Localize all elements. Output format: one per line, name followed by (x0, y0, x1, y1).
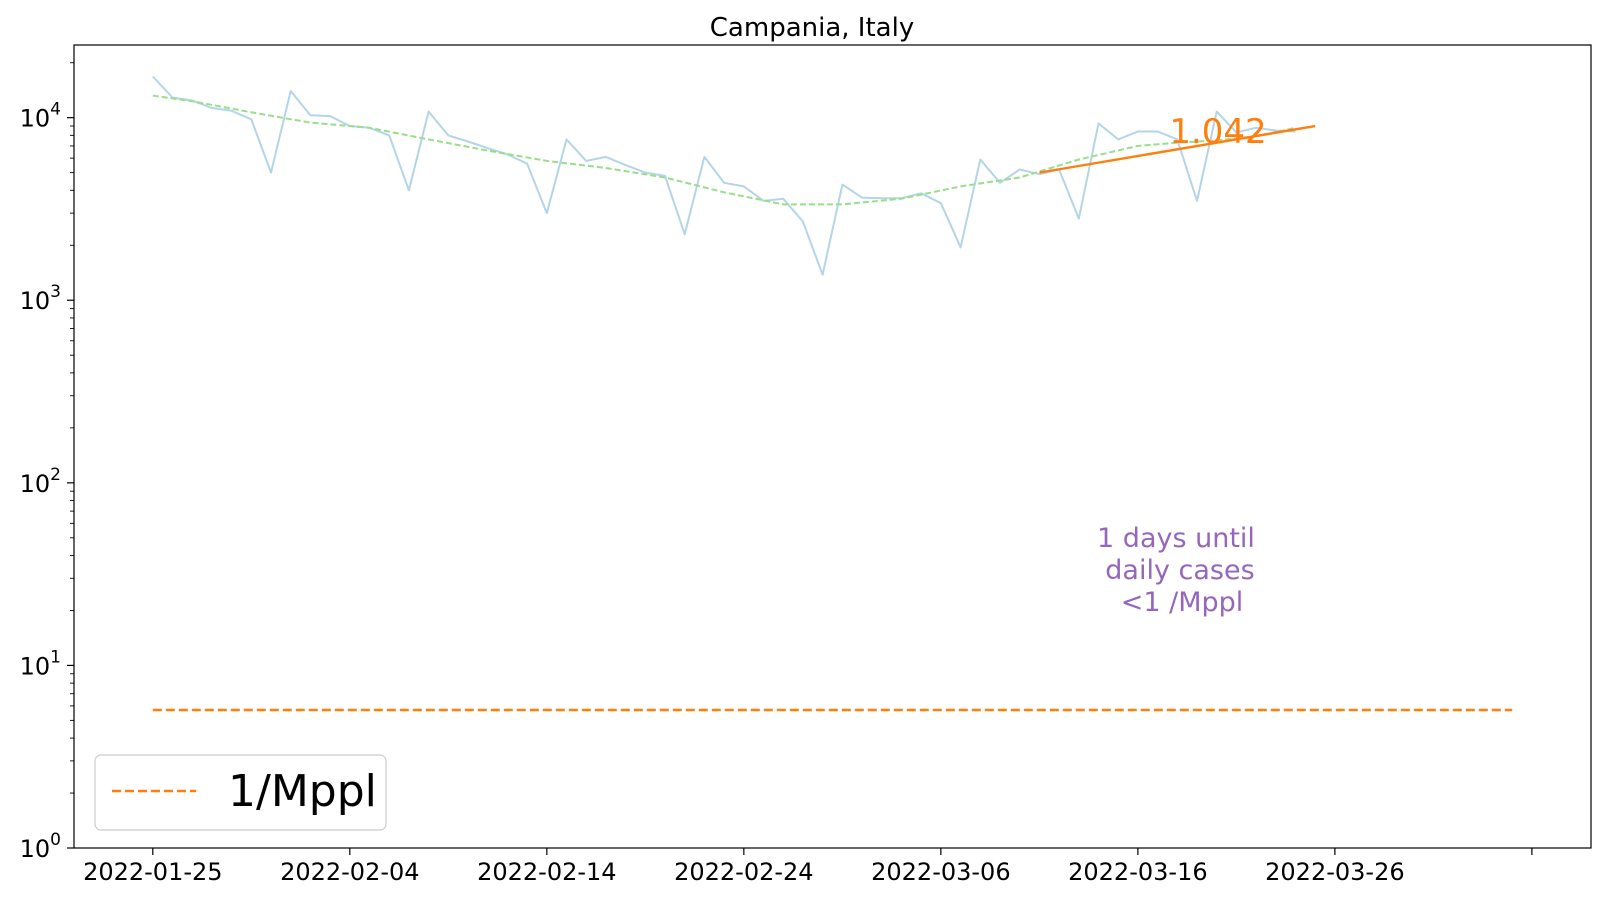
x-tick-label: 2022-02-14 (477, 858, 616, 886)
y-tick-label: 100 (20, 830, 61, 863)
smoothed-series-line (152, 94, 1296, 206)
x-tick-label: 2022-03-16 (1068, 858, 1207, 886)
y-minor-ticks (70, 62, 74, 794)
x-axis: 2022-01-25 2022-02-04 2022-02-14 2022-02-24… (83, 848, 1533, 886)
y-tick-label: 102 (20, 465, 61, 498)
legend: 1/Mppl (94, 754, 387, 831)
x-tick-label: 2022-03-26 (1265, 858, 1404, 886)
daily-series-line (152, 75, 1296, 276)
y-axis: 100 101 102 103 104 (20, 100, 74, 863)
annotation-line-3: <1 /Mppl (1121, 587, 1244, 618)
legend-label-threshold: 1/Mppl (228, 766, 377, 817)
annotation-line-1: 1 days until (1097, 523, 1255, 554)
x-tick-label: 2022-02-24 (674, 858, 813, 886)
y-tick-label: 104 (20, 100, 61, 133)
series-layer (152, 75, 1513, 712)
chart-title: Campania, Italy (710, 13, 914, 43)
y-tick-label: 101 (20, 647, 61, 680)
annotation-line-2: daily cases (1105, 555, 1254, 586)
plot-area (73, 44, 1592, 849)
fit-line (1039, 124, 1316, 174)
y-tick-label: 103 (20, 282, 61, 315)
x-tick-label: 2022-02-04 (280, 858, 419, 886)
fit-slope-label: 1.042 (1169, 112, 1266, 152)
legend-box (94, 754, 387, 831)
x-tick-label: 2022-01-25 (83, 858, 222, 886)
x-tick-label: 2022-03-06 (871, 858, 1010, 886)
